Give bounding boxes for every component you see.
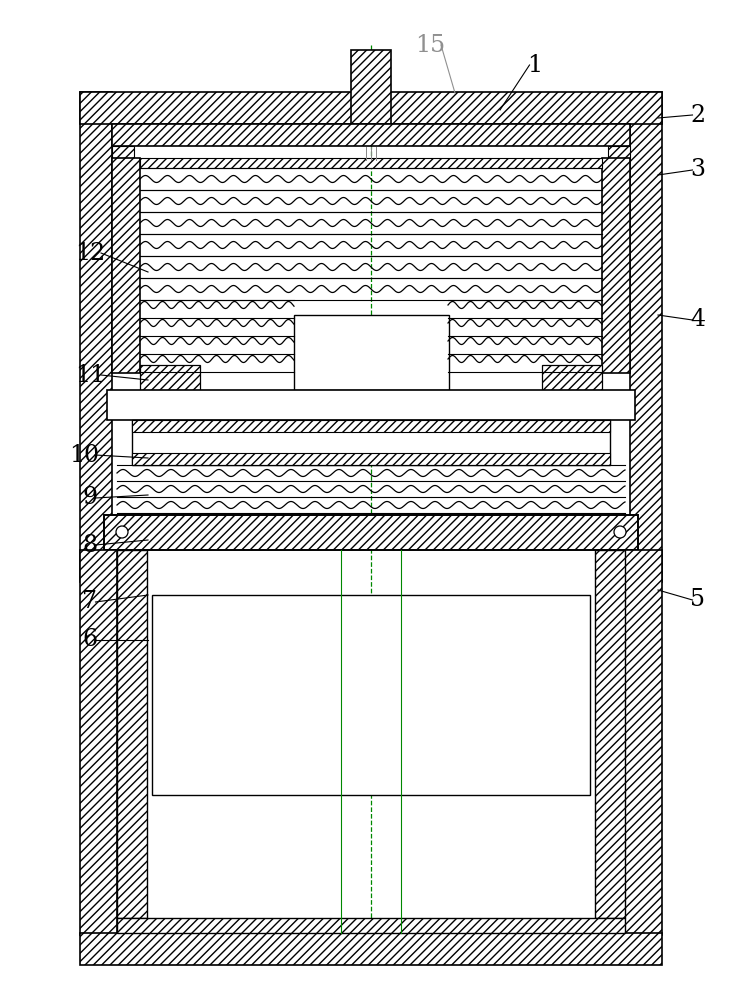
Bar: [602, 158, 630, 373]
Text: 9: 9: [82, 487, 98, 510]
Bar: [112, 158, 140, 373]
Circle shape: [614, 526, 626, 538]
Bar: [104, 515, 638, 550]
Text: 10: 10: [69, 444, 99, 466]
Bar: [630, 92, 662, 582]
Bar: [595, 550, 625, 918]
Bar: [351, 50, 391, 124]
Bar: [112, 146, 134, 158]
Circle shape: [116, 526, 128, 538]
Bar: [117, 550, 147, 918]
Bar: [140, 158, 602, 168]
Bar: [294, 315, 449, 390]
Text: 7: 7: [82, 590, 98, 613]
Bar: [132, 420, 610, 432]
Bar: [80, 550, 117, 935]
Bar: [107, 390, 635, 420]
Text: 12: 12: [75, 241, 105, 264]
Text: 5: 5: [691, 588, 705, 611]
Bar: [132, 453, 610, 465]
Text: 11: 11: [75, 363, 105, 386]
Bar: [117, 918, 625, 933]
Text: 4: 4: [691, 308, 705, 332]
Text: 2: 2: [691, 104, 705, 126]
Text: 1: 1: [528, 53, 542, 77]
Text: 3: 3: [691, 158, 705, 182]
Bar: [80, 92, 662, 124]
Bar: [80, 933, 662, 965]
Bar: [80, 92, 112, 582]
Bar: [140, 365, 200, 390]
Bar: [132, 420, 610, 465]
Bar: [608, 146, 630, 158]
Bar: [542, 365, 602, 390]
Bar: [625, 550, 662, 935]
Text: 15: 15: [415, 33, 445, 56]
Text: 8: 8: [82, 534, 98, 556]
Bar: [112, 124, 630, 146]
Text: 6: 6: [82, 629, 98, 652]
Bar: [152, 595, 590, 795]
